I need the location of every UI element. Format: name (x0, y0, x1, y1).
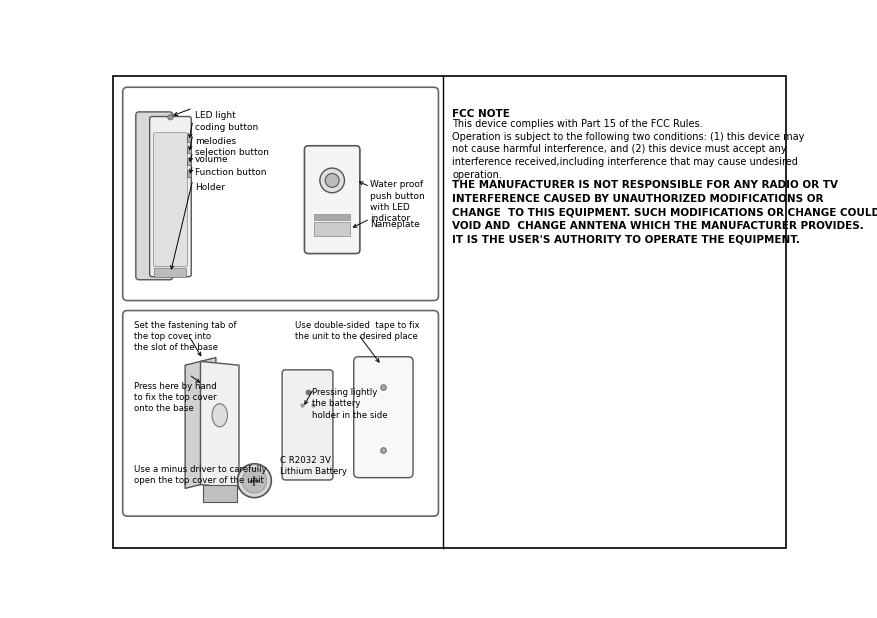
Text: Pressing lightly
the battery
holder in the side: Pressing lightly the battery holder in t… (312, 388, 388, 420)
Text: Use double-sided  tape to fix
the unit to the desired place: Use double-sided tape to fix the unit to… (295, 321, 419, 341)
FancyBboxPatch shape (154, 268, 187, 277)
FancyBboxPatch shape (153, 133, 187, 266)
Text: Function button: Function button (195, 168, 267, 177)
FancyBboxPatch shape (304, 146, 360, 253)
Text: melodies
selection button: melodies selection button (195, 137, 268, 157)
Polygon shape (185, 358, 216, 488)
Text: Water proof
push button
with LED
indicator: Water proof push button with LED indicat… (369, 180, 424, 222)
Text: Holder: Holder (195, 183, 225, 192)
Bar (187, 135, 191, 142)
Text: Use a minus driver to carefully
open the top cover of the unit: Use a minus driver to carefully open the… (133, 465, 266, 485)
Circle shape (319, 168, 344, 193)
Circle shape (237, 464, 271, 497)
Bar (314, 222, 349, 236)
FancyBboxPatch shape (113, 75, 786, 549)
Bar (187, 158, 191, 165)
Bar (314, 214, 349, 221)
FancyBboxPatch shape (136, 112, 173, 280)
Circle shape (168, 114, 173, 120)
Text: Nameplate: Nameplate (369, 221, 419, 229)
Ellipse shape (212, 404, 227, 427)
Text: Press here by hand
to fix the top cover
onto the base: Press here by hand to fix the top cover … (133, 382, 216, 413)
Text: volume: volume (195, 155, 229, 164)
Circle shape (324, 174, 339, 187)
Polygon shape (200, 362, 239, 488)
FancyBboxPatch shape (353, 357, 412, 478)
Text: coding button: coding button (195, 124, 258, 132)
Bar (187, 146, 191, 153)
FancyBboxPatch shape (123, 87, 438, 300)
Text: Set the fastening tab of
the top cover into
the slot of the base: Set the fastening tab of the top cover i… (133, 321, 236, 352)
FancyBboxPatch shape (123, 311, 438, 516)
Text: This device complies with Part 15 of the FCC Rules.
Operation is subject to the : This device complies with Part 15 of the… (452, 119, 803, 180)
Bar (203, 485, 237, 502)
Text: LED light: LED light (195, 111, 236, 120)
Text: C R2032 3V
Lithium Battery: C R2032 3V Lithium Battery (280, 456, 346, 476)
FancyBboxPatch shape (282, 370, 332, 480)
Bar (187, 169, 191, 177)
FancyBboxPatch shape (149, 117, 191, 277)
Circle shape (242, 468, 267, 493)
Text: FCC NOTE: FCC NOTE (452, 109, 510, 119)
Text: THE MANUFACTURER IS NOT RESPONSIBLE FOR ANY RADIO OR TV
INTERFERENCE CAUSED BY U: THE MANUFACTURER IS NOT RESPONSIBLE FOR … (452, 180, 877, 245)
